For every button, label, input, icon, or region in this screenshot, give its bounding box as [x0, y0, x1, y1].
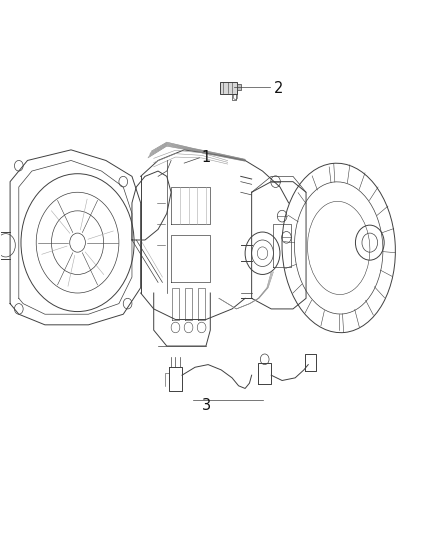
- Text: 3: 3: [201, 399, 211, 414]
- Text: 1: 1: [201, 150, 211, 165]
- Text: 2: 2: [273, 82, 283, 96]
- Bar: [220, 82, 237, 94]
- Bar: [237, 84, 241, 91]
